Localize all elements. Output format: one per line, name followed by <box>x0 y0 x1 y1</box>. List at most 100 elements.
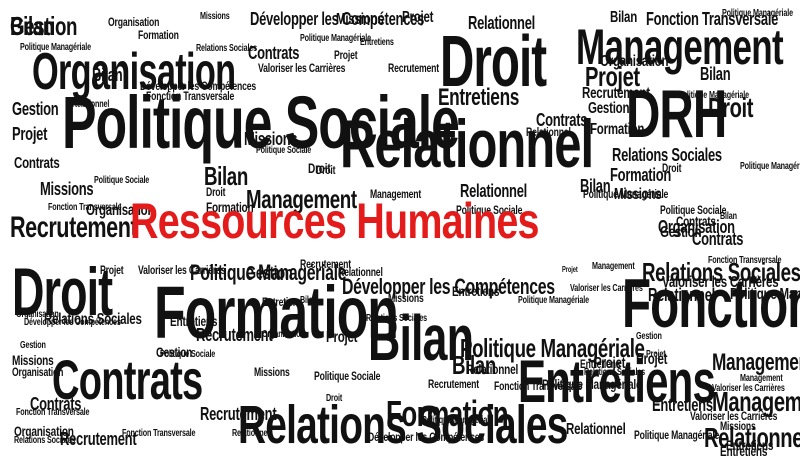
cloud-word: Relationnel <box>72 99 110 110</box>
cloud-word: Organisation <box>600 53 669 70</box>
cloud-word: Politique Managériale <box>300 33 371 44</box>
cloud-word: Contrats <box>536 110 588 130</box>
cloud-word: Relationnel <box>460 181 528 201</box>
cloud-word: DRH <box>626 76 727 152</box>
cloud-word: Organisation <box>262 329 305 340</box>
cloud-word: Politique Sociale <box>660 203 727 217</box>
cloud-word: Recrutement <box>428 377 479 391</box>
cloud-word: Relationnel <box>704 422 800 453</box>
cloud-word: Gestion <box>10 11 78 41</box>
cloud-word: Entretiens <box>652 395 713 415</box>
cloud-word: Entretiens <box>580 357 621 371</box>
cloud-word: Bilan <box>204 161 248 191</box>
cloud-word: Entretiens <box>262 295 303 309</box>
cloud-word: Politique Sociale <box>62 81 460 164</box>
cloud-word: Politique Sociale <box>314 369 381 383</box>
cloud-word: Relationnel <box>526 125 571 139</box>
cloud-word: Relations Sociales <box>14 435 76 446</box>
cloud-word: Recrutement <box>200 404 277 424</box>
cloud-word: Management <box>712 386 800 417</box>
cloud-word: Valoriser les Carrières <box>662 274 779 291</box>
cloud-word: Politique Managériale <box>740 161 800 172</box>
cloud-word: Politique Managériale <box>460 333 645 363</box>
cloud-word: Missions <box>614 186 662 203</box>
cloud-word: Missions <box>200 11 230 22</box>
cloud-word: Gestion <box>636 331 662 342</box>
cloud-word: Projet <box>594 355 626 372</box>
cloud-word: Valoriser les Carrières <box>138 263 226 277</box>
cloud-word: Recrutement <box>582 85 650 102</box>
cloud-word: Relationnel <box>232 428 270 439</box>
cloud-word: Politique Sociale <box>94 175 150 186</box>
cloud-word: Recrutement <box>196 325 273 345</box>
cloud-word: Projet <box>326 329 358 346</box>
cloud-word: Formation <box>154 271 399 354</box>
cloud-word: Organisation <box>12 365 64 379</box>
cloud-word: Bilan <box>92 65 123 85</box>
cloud-word: Projet <box>646 349 666 360</box>
cloud-word: Relations Sociales <box>584 367 646 378</box>
cloud-word: Projet <box>585 61 640 92</box>
cloud-word: Organisation <box>86 202 155 219</box>
cloud-word: Politique Sociale <box>256 145 312 156</box>
cloud-word: Politique Managériale <box>542 376 642 392</box>
cloud-word: Politique Managériale <box>518 295 589 306</box>
cloud-word: Bilan <box>300 295 317 306</box>
cloud-word: Relations Sociales <box>196 43 258 54</box>
cloud-word: Projet <box>636 351 668 368</box>
cloud-word: Formation <box>610 165 672 185</box>
cloud-word: Développer les Compétences <box>342 274 555 299</box>
cloud-word: Formation <box>386 393 509 434</box>
cloud-word: Projet <box>100 263 124 277</box>
cloud-word: Gestion <box>12 99 59 119</box>
cloud-word: Politique Managériale <box>422 415 493 426</box>
cloud-word: Politique Managériale <box>730 286 800 303</box>
cloud-word: Fonction Transversale <box>708 255 782 266</box>
cloud-word: Politique Managériale <box>678 90 749 101</box>
cloud-word: Projet <box>562 265 578 274</box>
cloud-word: Contrats <box>14 155 60 172</box>
cloud-word: Gestion <box>588 100 630 117</box>
cloud-word: Droit <box>316 163 336 177</box>
cloud-word: Droit <box>440 22 547 102</box>
cloud-word: Recrutement <box>388 61 439 75</box>
cloud-word: Droit <box>708 92 754 123</box>
cloud-word: Projet <box>12 124 48 144</box>
cloud-word: Bilan <box>368 302 474 374</box>
cloud-word: Fonction Transversale <box>16 407 90 418</box>
cloud-word: Relations Sociales <box>238 395 568 455</box>
cloud-word: Fonction Transversale <box>122 428 196 439</box>
cloud-word: Recrutement <box>300 257 351 271</box>
cloud-word: Management <box>246 184 357 214</box>
cloud-word: Valoriser les Carrières <box>570 283 643 294</box>
cloud-word: Management <box>740 373 783 384</box>
cloud-word: Relationnel <box>468 13 536 33</box>
cloud-word: Projet <box>402 9 434 26</box>
cloud-word: Projet <box>334 48 358 62</box>
cloud-word: Contrats <box>692 229 744 249</box>
cloud-word: Missions <box>720 419 756 433</box>
cloud-word: Relationnel <box>466 361 519 377</box>
cloud-word: Management <box>712 349 800 376</box>
cloud-word: Politique Managériale <box>634 428 720 442</box>
cloud-word: Fonction Transversale <box>494 379 583 393</box>
cloud-word: Entretiens <box>726 437 774 453</box>
cloud-word: Bilan <box>580 176 611 196</box>
cloud-word: Management <box>576 19 784 75</box>
cloud-word: Entretiens <box>438 84 520 111</box>
cloud-word: Valoriser les Carrières <box>712 383 785 394</box>
cloud-word: Bilan <box>720 211 737 222</box>
cloud-word: Relationnel <box>340 106 594 182</box>
cloud-word: Recrutement <box>10 211 138 244</box>
cloud-word: Développer les Compétences <box>24 317 121 328</box>
cloud-word: Politique Sociale <box>160 349 216 360</box>
cloud-word: Fonction Transversale <box>146 89 235 103</box>
cloud-word: Relationnel <box>648 285 716 305</box>
cloud-word: Contrats <box>248 43 300 63</box>
cloud-word: Management <box>592 261 635 272</box>
cloud-word: Entretiens <box>720 443 768 459</box>
cloud-word: Politique Managériale <box>583 187 669 201</box>
cloud-word: Relations Sociales <box>642 257 800 287</box>
cloud-word: Contrats <box>676 213 716 229</box>
cloud-word: Droit <box>662 161 682 175</box>
